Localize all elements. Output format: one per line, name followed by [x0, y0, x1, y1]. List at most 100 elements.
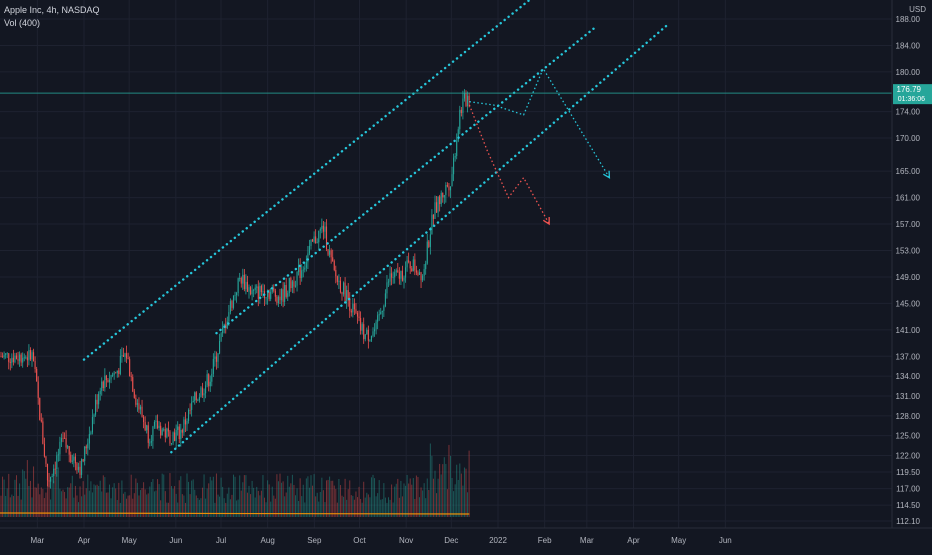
- volume-bar: [245, 475, 247, 517]
- candle-body: [135, 397, 137, 405]
- volume-bar: [363, 481, 365, 517]
- volume-bar: [87, 474, 89, 517]
- candle-body: [462, 98, 464, 113]
- candle-body: [183, 419, 185, 433]
- volume-bar: [79, 486, 81, 517]
- volume-bar: [240, 490, 242, 517]
- volume-bar: [45, 492, 47, 517]
- candle-body: [392, 277, 394, 279]
- volume-bar: [463, 467, 465, 517]
- volume-bar: [395, 483, 397, 517]
- candle-body: [174, 432, 176, 441]
- candle-body: [324, 226, 326, 232]
- candle-body: [5, 353, 7, 355]
- candle-body: [305, 262, 307, 268]
- volume-bar: [403, 483, 405, 517]
- volume-bar: [197, 497, 199, 517]
- candle-body: [99, 390, 101, 395]
- candle-body: [115, 372, 117, 374]
- candle-body: [374, 329, 376, 332]
- candle-body: [110, 375, 112, 380]
- candle-body: [112, 375, 114, 376]
- candle-body: [446, 185, 448, 187]
- candle-body: [251, 290, 253, 295]
- candle-body: [287, 293, 289, 297]
- candle-body: [237, 278, 239, 294]
- volume-bar: [295, 495, 296, 517]
- candle-body: [195, 392, 197, 401]
- candle-body: [68, 446, 70, 455]
- volume-bar: [84, 494, 86, 517]
- volume-bar: [271, 486, 273, 517]
- volume-bar: [104, 477, 106, 517]
- volume-bar: [175, 493, 177, 517]
- candle-body: [146, 425, 148, 431]
- volume-bar: [219, 496, 221, 517]
- volume-bar: [319, 491, 321, 517]
- candle-body: [113, 372, 115, 376]
- volume-bar: [349, 480, 351, 517]
- candle-body: [71, 460, 73, 462]
- candle-body: [158, 425, 160, 429]
- candle-body: [243, 274, 245, 290]
- candle-body: [169, 431, 171, 444]
- candle-body: [401, 270, 403, 281]
- volume-bar: [467, 492, 469, 517]
- candle-body: [153, 421, 155, 427]
- volume-bar: [268, 484, 270, 517]
- volume-bar: [450, 455, 451, 517]
- volume-bar: [0, 495, 2, 517]
- volume-bar: [74, 485, 76, 517]
- candle-body: [40, 419, 42, 422]
- volume-bar: [270, 501, 272, 517]
- volume-bar: [442, 464, 444, 517]
- symbol-title: Apple Inc, 4h, NASDAQ: [4, 5, 100, 15]
- candle-body: [143, 416, 145, 423]
- volume-bar: [211, 480, 213, 517]
- candle-body: [228, 312, 230, 322]
- candle-body: [367, 329, 369, 341]
- candle-body: [375, 321, 377, 330]
- forecast-path-red: [468, 104, 550, 225]
- volume-bar: [166, 502, 168, 517]
- volume-bar: [158, 484, 160, 517]
- candle-body: [425, 263, 427, 270]
- y-tick-label: 141.00: [896, 326, 921, 335]
- volume-bar: [406, 474, 408, 517]
- volume-bar: [372, 474, 374, 517]
- candle-body: [84, 446, 86, 462]
- volume-bar: [102, 475, 104, 517]
- candle-body: [17, 358, 19, 361]
- volume-bar: [194, 489, 196, 517]
- candle-body: [409, 261, 411, 269]
- volume-bar: [47, 478, 48, 517]
- volume-bar: [436, 493, 438, 517]
- volume-bar: [174, 486, 176, 517]
- candle-body: [343, 282, 345, 295]
- volume-bar: [220, 477, 222, 517]
- candle-body: [59, 441, 61, 455]
- candle-body: [296, 272, 298, 286]
- volume-bar: [6, 488, 8, 517]
- candle-body: [25, 357, 27, 359]
- volume-bar: [308, 487, 310, 517]
- volume-bar: [383, 483, 385, 517]
- volume-bar: [60, 491, 62, 517]
- volume-bar: [400, 480, 402, 517]
- volume-bar: [23, 471, 25, 517]
- x-tick-label: Mar: [30, 536, 44, 545]
- volume-bar: [133, 493, 135, 517]
- volume-bar: [192, 479, 194, 517]
- candle-body: [12, 357, 14, 362]
- volume-bar: [439, 463, 441, 517]
- volume-bar: [426, 478, 428, 517]
- x-tick-label: 2022: [489, 536, 507, 545]
- volume-bar: [412, 478, 414, 517]
- candle-body: [420, 272, 422, 281]
- volume-bar: [339, 485, 341, 517]
- volume-bar: [110, 498, 112, 517]
- candle-body: [192, 400, 194, 403]
- volume-bar: [246, 492, 248, 517]
